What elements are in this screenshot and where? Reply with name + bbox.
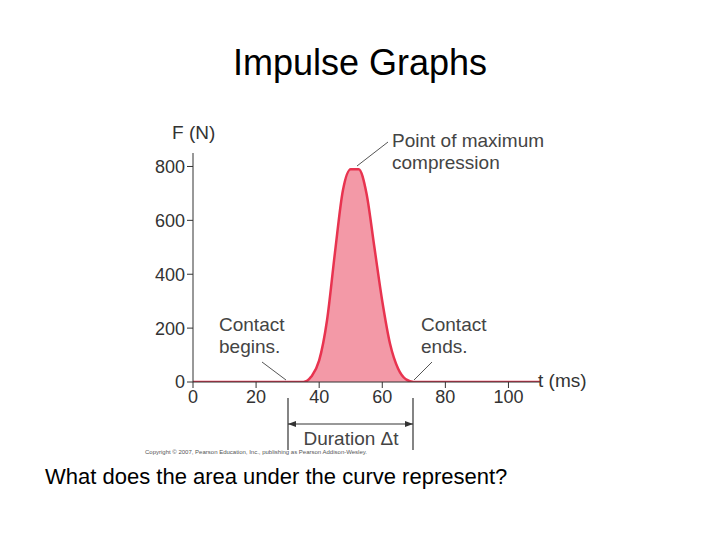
html-text:Contact begins.: Contact begins.: [219, 314, 285, 357]
svg-text:800: 800: [155, 157, 185, 177]
svg-text:200: 200: [155, 319, 185, 339]
svg-text:20: 20: [246, 387, 266, 407]
html-text:Contact ends.: Contact ends.: [421, 314, 487, 357]
html-text:Duration Δt: Duration Δt: [303, 428, 399, 449]
html-text:Point of maximum compression: Point of maximum compression: [392, 130, 544, 173]
html-text:What does the area under the c: What does the area under the curve repre…: [45, 464, 508, 489]
html-text:t (ms): t (ms): [538, 370, 587, 391]
svg-text:400: 400: [155, 265, 185, 285]
svg-text:40: 40: [309, 387, 329, 407]
html-text:Impulse Graphs: Impulse Graphs: [232, 42, 487, 83]
html-text:Copyright © 2007, Pearson Educ: Copyright © 2007, Pearson Education, Inc…: [145, 449, 367, 455]
svg-text:600: 600: [155, 211, 185, 231]
svg-text:0: 0: [188, 387, 198, 407]
svg-text:80: 80: [435, 387, 455, 407]
svg-text:0: 0: [175, 372, 185, 392]
html-text:F (N): F (N): [172, 122, 216, 143]
svg-text:60: 60: [372, 387, 392, 407]
svg-text:100: 100: [493, 387, 523, 407]
